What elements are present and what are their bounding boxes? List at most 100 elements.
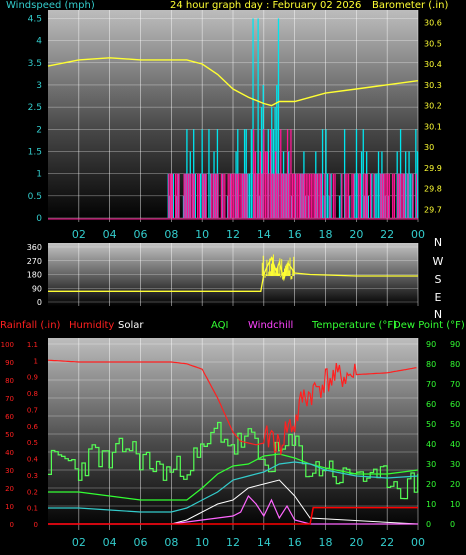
x-tick-label: 04 (103, 536, 117, 549)
windspeed-tick-label: 0.5 (28, 192, 42, 202)
x-tick-label: 22 (380, 536, 394, 549)
x-tick-label: 14 (257, 228, 271, 241)
legend-humidity: Humidity (69, 320, 115, 331)
barometer-tick-label: 30 (424, 143, 434, 152)
temperature-tick-label: 40 (426, 440, 436, 449)
windspeed-tick-label: 4.5 (28, 14, 42, 24)
temperature-tick-label: 80 (426, 360, 436, 369)
temperature-tick-label: 70 (426, 380, 436, 389)
temperature-tick-label: 60 (426, 400, 436, 409)
x-tick-label: 00 (411, 228, 425, 241)
temperature-tick-label: 0 (426, 520, 431, 529)
legend-solar: Solar (118, 320, 144, 331)
legend-temperature: Temperature (°F) (312, 320, 398, 331)
temperature-line (48, 453, 419, 501)
barometer-tick-label: 30.4 (424, 60, 442, 69)
wind-direction-line (48, 256, 418, 292)
x-tick-label: 02 (72, 228, 86, 241)
windspeed-tick-label: 4 (36, 37, 42, 47)
x-tick-label: 12 (226, 536, 240, 549)
humidity-tick-label: 60 (5, 413, 14, 421)
windspeed-tick-label: 3 (36, 81, 42, 91)
x-tick-label: 18 (319, 536, 333, 549)
humidity-tick-label: 20 (5, 485, 14, 493)
x-tick-label: 20 (349, 228, 363, 241)
rainfall-tick-label: 1 (34, 357, 38, 365)
direction-letter: S (435, 273, 442, 286)
x-tick-label: 16 (288, 536, 302, 549)
dewpoint-tick-label: 40 (450, 440, 460, 449)
aqi-line (48, 421, 419, 500)
dewpoint-tick-label: 60 (450, 400, 460, 409)
legend-windchill: Windchill (248, 320, 294, 331)
dewpoint-tick-label: 90 (450, 340, 460, 349)
rainfall-tick-label: 0.4 (27, 456, 39, 464)
rainfall-tick-label: 0.9 (27, 374, 38, 382)
x-tick-label: 00 (411, 536, 425, 549)
x-tick-label: 22 (380, 228, 394, 241)
rainfall-line (48, 506, 418, 525)
humidity-tick-label: 50 (5, 431, 14, 439)
rainfall-tick-label: 1.1 (27, 341, 38, 349)
rainfall-tick-label: 0.1 (27, 505, 38, 513)
humidity-tick-label: 80 (5, 377, 14, 385)
rainfall-tick-label: 0.2 (27, 488, 38, 496)
windspeed-tick-label: 2 (36, 125, 42, 135)
barometer-tick-label: 30.5 (424, 39, 442, 48)
temperature-tick-label: 50 (426, 420, 436, 429)
legend-aqi: AQI (211, 320, 229, 331)
humidity-tick-label: 30 (5, 467, 14, 475)
barometer-tick-label: 29.7 (424, 206, 442, 215)
direction-letter: N (434, 236, 442, 249)
legend-dewpoint: Dew Point (°F) (393, 320, 465, 331)
temperature-tick-label: 90 (426, 340, 436, 349)
windspeed-tick-label: 1.5 (28, 147, 42, 157)
barometer-axis-title: Barometer (.in) (372, 0, 449, 11)
rainfall-tick-label: 0.8 (27, 390, 38, 398)
x-tick-label: 14 (257, 536, 271, 549)
humidity-tick-label: 10 (5, 503, 14, 511)
barometer-tick-label: 30.2 (424, 102, 442, 111)
chart-title: 24 hour graph day : February 02 2026 (170, 0, 362, 11)
rainfall-tick-label: 0.7 (27, 406, 38, 414)
x-tick-label: 06 (134, 536, 148, 549)
x-tick-label: 12 (226, 228, 240, 241)
x-tick-label: 16 (288, 228, 302, 241)
x-tick-label: 06 (134, 228, 148, 241)
humidity-tick-label: 70 (5, 395, 14, 403)
dewpoint-tick-label: 80 (450, 360, 460, 369)
direction-tick-label: 270 (27, 257, 42, 266)
dewpoint-line (48, 461, 419, 513)
humidity-tick-label: 100 (1, 341, 14, 349)
wind-gust-series (168, 129, 418, 218)
dewpoint-tick-label: 30 (450, 460, 460, 469)
direction-tick-label: 90 (32, 284, 42, 293)
temperature-tick-label: 20 (426, 480, 436, 489)
temperature-tick-label: 30 (426, 460, 436, 469)
humidity-tick-label: 0 (10, 521, 14, 529)
direction-tick-label: 180 (27, 271, 42, 280)
windchill-line (48, 494, 418, 525)
windspeed-axis-title: Windspeed (mph) (6, 0, 95, 11)
direction-tick-label: 0 (37, 298, 42, 307)
direction-tick-label: 360 (27, 243, 42, 252)
humidity-tick-label: 40 (5, 449, 14, 457)
rainfall-tick-label: 0.6 (27, 423, 39, 431)
windspeed-tick-label: 3.5 (28, 59, 42, 69)
dewpoint-tick-label: 20 (450, 480, 460, 489)
wind-direction-burst (261, 254, 295, 280)
direction-letter: W (433, 255, 444, 268)
x-tick-label: 10 (195, 536, 209, 549)
x-tick-label: 18 (319, 228, 333, 241)
windspeed-tick-label: 1 (36, 170, 42, 180)
x-tick-label: 20 (349, 536, 363, 549)
x-tick-label: 10 (195, 228, 209, 241)
windspeed-tick-label: 0 (36, 214, 42, 224)
barometer-tick-label: 29.8 (424, 185, 442, 194)
barometer-tick-label: 30.6 (424, 18, 442, 27)
direction-letter: N (434, 308, 442, 321)
x-tick-label: 08 (164, 536, 178, 549)
x-tick-label: 02 (72, 536, 86, 549)
windspeed-tick-label: 2.5 (28, 103, 42, 113)
dewpoint-tick-label: 70 (450, 380, 460, 389)
